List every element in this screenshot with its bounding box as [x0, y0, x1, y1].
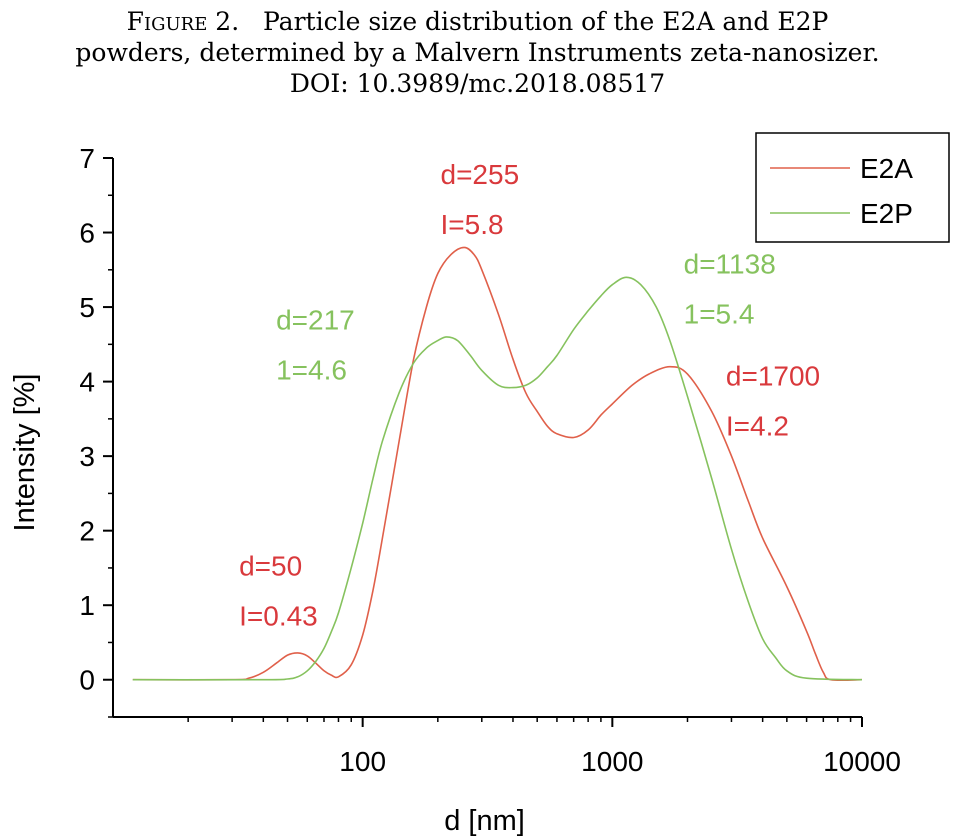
peak-annotation-label: I=5.8	[441, 209, 504, 240]
peak-annotation-label: d=217	[276, 304, 355, 335]
peak-annotation-label: d=50	[239, 550, 302, 581]
series-line-e2p	[132, 276, 863, 681]
caption-title: Particle size distribution of the E2A an…	[262, 7, 829, 36]
peak-annotation-label: d=1700	[726, 360, 820, 391]
y-tick-label: 6	[79, 218, 95, 249]
x-tick-label: 100	[339, 746, 386, 777]
y-tick-label: 2	[79, 516, 95, 547]
peak-annotation-label: d=255	[441, 159, 520, 190]
plot-lines	[132, 246, 863, 682]
peak-annotation-label: I=0.43	[239, 600, 318, 631]
peak-annotation-label: 1=5.4	[684, 299, 755, 330]
y-tick-label: 7	[79, 143, 95, 174]
y-tick-label: 3	[79, 441, 95, 472]
y-axis-label: Intensity [%]	[9, 374, 41, 532]
axes: 0 1 2 3 4 5 6 7 100 1000 10000 d [nm] Intensity [%]	[9, 143, 901, 837]
y-tick-label: 0	[79, 665, 95, 696]
caption-line-1: Figure 2. Particle size distribution of …	[0, 6, 955, 37]
peak-annotation-label: d=1138	[684, 249, 776, 280]
y-tick-label: 4	[79, 367, 95, 398]
caption-line-2: powders, determined by a Malvern Instrum…	[75, 38, 880, 67]
y-tick-label: 1	[79, 590, 95, 621]
figure-label: Figure 2.	[126, 7, 240, 36]
x-tick-label: 1000	[581, 746, 643, 777]
caption-doi: DOI: 10.3989/mc.2018.08517	[289, 69, 666, 98]
y-tick-label: 5	[79, 292, 95, 323]
annotations: d=255 I=5.8 d=217 1=4.6 d=1138 1=5.4 d=1700 I=4…	[239, 159, 820, 631]
peak-annotation-label: I=4.2	[726, 410, 789, 441]
x-tick-label: 10000	[823, 746, 901, 777]
figure-caption: Figure 2. Particle size distribution of …	[0, 6, 955, 99]
legend-label-e2p: E2P	[860, 198, 913, 229]
peak-annotation-label: 1=4.6	[276, 354, 347, 385]
x-axis-label: d [nm]	[444, 805, 525, 837]
legend-label-e2a: E2A	[860, 153, 913, 184]
legend-box	[755, 132, 950, 243]
series-line-e2a	[132, 246, 863, 682]
